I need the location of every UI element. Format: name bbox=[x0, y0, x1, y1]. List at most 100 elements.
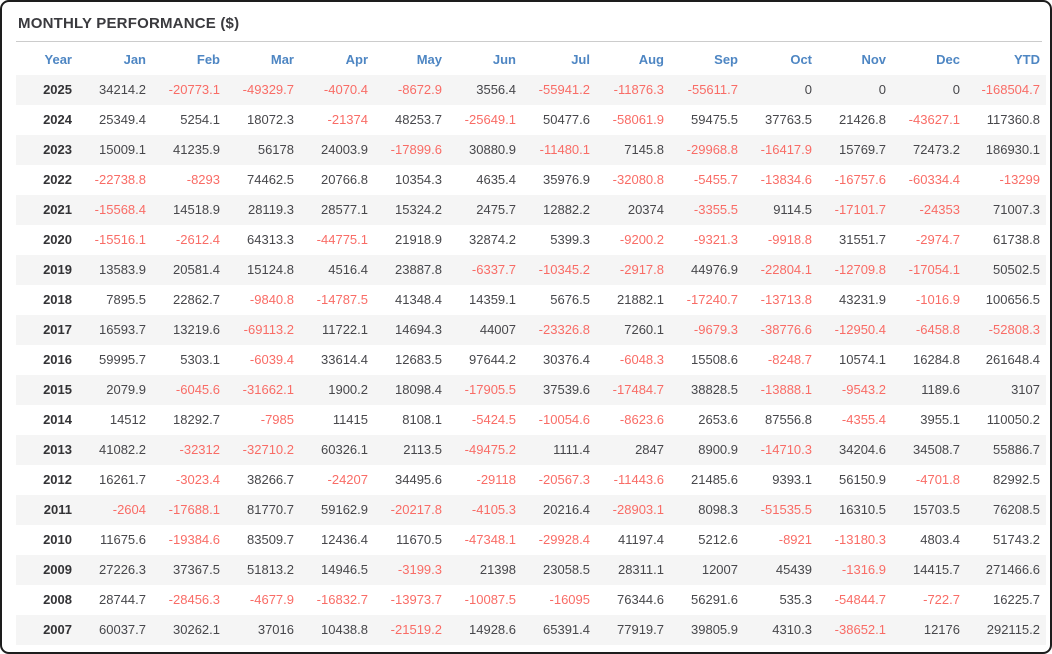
value-cell: 83509.7 bbox=[247, 532, 294, 547]
value-cell: 22862.7 bbox=[173, 292, 220, 307]
value-cell: 16310.5 bbox=[839, 502, 886, 517]
value-cell: 5212.6 bbox=[698, 532, 738, 547]
value-cell: 21882.1 bbox=[617, 292, 664, 307]
value-cell: -17899.6 bbox=[390, 142, 442, 157]
table-row: 2008 28744.7 -28456.3 -4677.9 -16832.7 -13973… bbox=[16, 585, 1046, 615]
value-cell: -17484.7 bbox=[612, 382, 664, 397]
value-cell: -29118 bbox=[476, 472, 516, 487]
table-row: 2014 14512 18292.7 -7985 11415 8108.1 -5424.5 -… bbox=[16, 405, 1046, 435]
value-cell: -55941.2 bbox=[538, 82, 590, 97]
value-cell: 34204.6 bbox=[839, 442, 886, 457]
value-cell: 60037.7 bbox=[99, 622, 146, 637]
value-cell: 11670.5 bbox=[395, 532, 442, 547]
value-cell: -16832.7 bbox=[316, 592, 368, 607]
value-cell: 12007 bbox=[701, 562, 738, 577]
value-cell: -58061.9 bbox=[612, 112, 664, 127]
column-header-feb: Feb bbox=[196, 52, 220, 67]
value-cell: 2079.9 bbox=[106, 382, 146, 397]
value-cell: -12709.8 bbox=[834, 262, 886, 277]
table-body: 2025 34214.2 -20773.1 -49329.7 -4070.4 -8672.… bbox=[16, 75, 1046, 645]
column-header-jan: Jan bbox=[123, 52, 146, 67]
value-cell: -10345.2 bbox=[538, 262, 590, 277]
table-row: 2019 13583.9 20581.4 15124.8 4516.4 23887.8 -6… bbox=[16, 255, 1046, 285]
value-cell: -19384.6 bbox=[168, 532, 220, 547]
value-cell: -20217.8 bbox=[390, 502, 442, 517]
value-cell: -13299 bbox=[999, 172, 1040, 187]
value-cell: 30262.1 bbox=[173, 622, 220, 637]
value-cell: 16284.8 bbox=[913, 352, 960, 367]
value-cell: 64313.3 bbox=[247, 232, 294, 247]
column-header-ytd: YTD bbox=[1014, 52, 1040, 67]
column-header-may: May bbox=[416, 52, 442, 67]
column-header-year: Year bbox=[44, 52, 72, 67]
value-cell: 8108.1 bbox=[402, 412, 442, 427]
year-cell: 2014 bbox=[43, 412, 72, 427]
value-cell: -6045.6 bbox=[175, 382, 220, 397]
value-cell: -69113.2 bbox=[243, 322, 294, 337]
value-cell: 35976.9 bbox=[543, 172, 590, 187]
year-cell: 2024 bbox=[43, 112, 72, 127]
value-cell: 0 bbox=[878, 82, 886, 97]
value-cell: 23058.5 bbox=[543, 562, 590, 577]
value-cell: -55611.7 bbox=[687, 82, 738, 97]
value-cell: 15009.1 bbox=[99, 142, 146, 157]
column-header-aug: Aug bbox=[638, 52, 664, 67]
value-cell: -722.7 bbox=[923, 592, 960, 607]
value-cell: -13834.6 bbox=[760, 172, 812, 187]
value-cell: -2612.4 bbox=[175, 232, 220, 247]
value-cell: 20374 bbox=[627, 202, 664, 217]
value-cell: -10087.5 bbox=[464, 592, 516, 607]
value-cell: 56150.9 bbox=[839, 472, 886, 487]
value-cell: 1111.4 bbox=[553, 442, 590, 457]
value-cell: -32080.8 bbox=[612, 172, 664, 187]
year-cell: 2007 bbox=[43, 622, 72, 637]
value-cell: 44976.9 bbox=[691, 262, 738, 277]
value-cell: -168504.7 bbox=[981, 82, 1040, 97]
value-cell: -4701.8 bbox=[915, 472, 960, 487]
value-cell: -38652.1 bbox=[834, 622, 886, 637]
value-cell: 39805.9 bbox=[691, 622, 738, 637]
value-cell: 13583.9 bbox=[99, 262, 146, 277]
value-cell: 27226.3 bbox=[99, 562, 146, 577]
value-cell: 59995.7 bbox=[99, 352, 146, 367]
value-cell: -1016.9 bbox=[915, 292, 960, 307]
value-cell: -9321.3 bbox=[693, 232, 738, 247]
year-cell: 2017 bbox=[43, 322, 72, 337]
value-cell: 3955.1 bbox=[920, 412, 960, 427]
value-cell: -7985 bbox=[260, 412, 294, 427]
value-cell: -20773.1 bbox=[168, 82, 220, 97]
value-cell: -4070.4 bbox=[323, 82, 368, 97]
table-row: 2023 15009.1 41235.9 56178 24003.9 -17899.6 30… bbox=[16, 135, 1046, 165]
value-cell: 12436.4 bbox=[321, 532, 368, 547]
value-cell: 72473.2 bbox=[913, 142, 960, 157]
value-cell: 0 bbox=[804, 82, 812, 97]
value-cell: -47348.1 bbox=[464, 532, 516, 547]
value-cell: 37763.5 bbox=[765, 112, 812, 127]
column-header-nov: Nov bbox=[861, 52, 886, 67]
title-divider bbox=[16, 41, 1042, 42]
value-cell: 5399.3 bbox=[550, 232, 590, 247]
value-cell: 15703.5 bbox=[913, 502, 960, 517]
value-cell: 261648.4 bbox=[985, 352, 1040, 367]
value-cell: -13888.1 bbox=[760, 382, 812, 397]
value-cell: 3556.4 bbox=[476, 82, 516, 97]
value-cell: 2847 bbox=[635, 442, 664, 457]
value-cell: 12683.5 bbox=[395, 352, 442, 367]
value-cell: 2475.7 bbox=[476, 202, 516, 217]
table-row: 2013 41082.2 -32312 -32710.2 60326.1 2113.5 -4… bbox=[16, 435, 1046, 465]
value-cell: -10054.6 bbox=[538, 412, 590, 427]
value-cell: -3023.4 bbox=[175, 472, 220, 487]
value-cell: 7260.1 bbox=[624, 322, 664, 337]
column-header-mar: Mar bbox=[270, 52, 294, 67]
value-cell: 18098.4 bbox=[395, 382, 442, 397]
value-cell: 61738.8 bbox=[993, 232, 1040, 247]
value-cell: -13973.7 bbox=[390, 592, 442, 607]
value-cell: 11722.1 bbox=[321, 322, 368, 337]
value-cell: -12950.4 bbox=[834, 322, 886, 337]
value-cell: 14946.5 bbox=[321, 562, 368, 577]
value-cell: -17905.5 bbox=[464, 382, 516, 397]
year-cell: 2025 bbox=[43, 82, 72, 97]
year-cell: 2008 bbox=[43, 592, 72, 607]
value-cell: 14512 bbox=[109, 412, 146, 427]
